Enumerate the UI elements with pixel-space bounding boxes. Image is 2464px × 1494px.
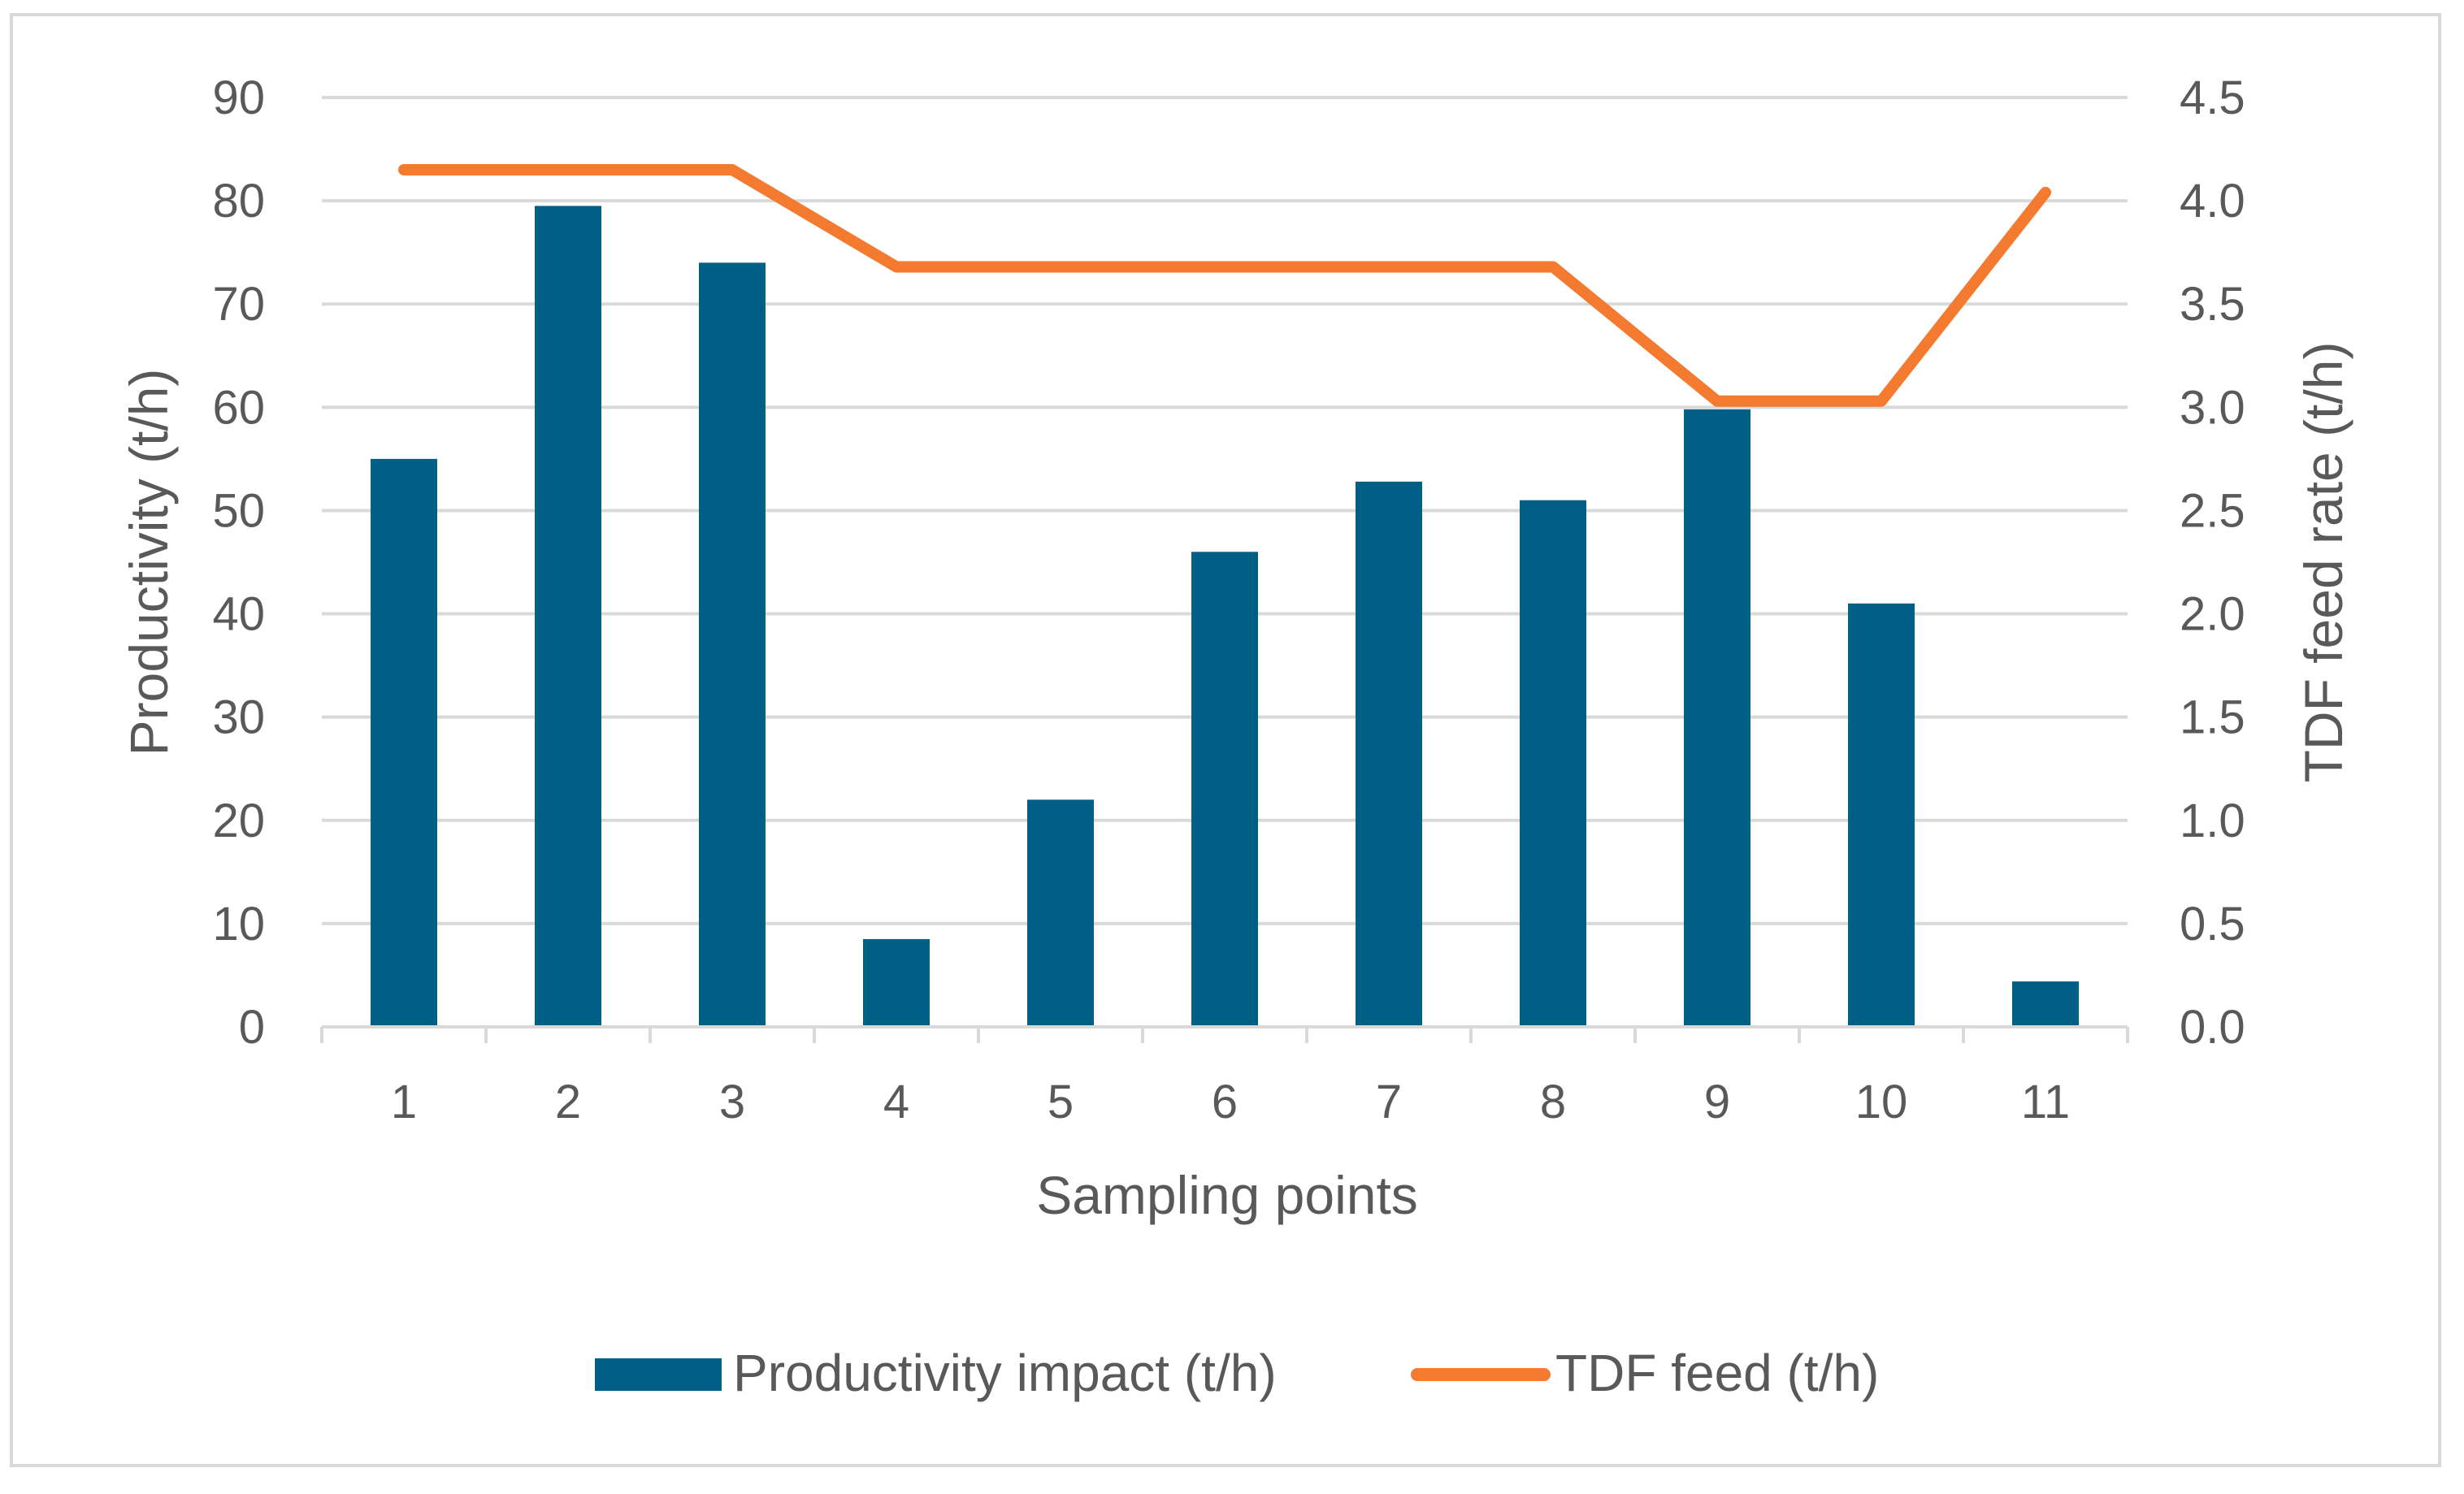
x-axis-ticks: 1 2 3 4 5 6 7 8 9 10 11: [391, 1076, 2070, 1128]
y2-tick-label: 2.0: [2180, 588, 2245, 641]
y-tick-label: 40: [212, 588, 265, 641]
y2-tick-label: 4.0: [2180, 175, 2245, 227]
bar: [1848, 603, 1915, 1027]
x-axis: [320, 1025, 2129, 1043]
y-tick-label: 70: [212, 278, 265, 331]
y-axis-title: Productivity (t/h): [119, 369, 179, 756]
y-tick-label: 50: [212, 484, 265, 537]
x-tick-label: 10: [1855, 1076, 1908, 1128]
bar: [1356, 481, 1422, 1027]
bar-series: [371, 206, 2079, 1027]
x-tick-label: 2: [555, 1076, 581, 1128]
x-tick-label: 5: [1048, 1076, 1074, 1128]
bar: [1520, 500, 1586, 1027]
y-tick-label: 60: [212, 381, 265, 434]
x-tick-label: 4: [883, 1076, 909, 1128]
x-tick-label: 8: [1540, 1076, 1566, 1128]
y2-tick-label: 0.5: [2180, 898, 2245, 951]
bar: [371, 458, 437, 1027]
y2-tick-label: 1.5: [2180, 691, 2245, 744]
y-axis-right: 0.0 0.5 1.0 1.5 2.0 2.5 3.0 3.5 4.0 4.5: [2180, 71, 2245, 1054]
legend-bar-label: Productivity impact (t/h): [733, 1344, 1277, 1402]
chart: 0 10 20 30 40 50 60 70 80 90 0.0 0.5 1.0 1.5 2.0 2.5 3.…: [119, 71, 2353, 1402]
line-series-path: [398, 163, 2051, 407]
bar: [2012, 981, 2079, 1027]
y-tick-label: 30: [212, 691, 265, 744]
y2-tick-label: 3.5: [2180, 278, 2245, 331]
gridlines: [322, 96, 2128, 925]
x-tick-label: 7: [1376, 1076, 1402, 1128]
y-tick-label: 10: [212, 898, 265, 951]
legend-line-label: TDF feed (t/h): [1555, 1344, 1879, 1402]
y2-tick-label: 0.0: [2180, 1001, 2245, 1054]
bar: [1684, 409, 1750, 1027]
y2-tick-label: 1.0: [2180, 795, 2245, 847]
bar: [535, 206, 601, 1027]
y2-axis-title: TDF feed rate (t/h): [2293, 342, 2353, 783]
chart-frame: 0 10 20 30 40 50 60 70 80 90 0.0 0.5 1.0 1.5 2.0 2.5 3.…: [10, 13, 2441, 1467]
bar: [1027, 799, 1094, 1027]
x-tick-label: 9: [1704, 1076, 1730, 1128]
x-tick-label: 6: [1212, 1076, 1238, 1128]
y2-tick-label: 4.5: [2180, 71, 2245, 124]
legend-bar-swatch: [595, 1358, 722, 1391]
x-tick-label: 1: [391, 1076, 417, 1128]
x-tick-label: 3: [719, 1076, 745, 1128]
y-tick-label: 80: [212, 175, 265, 227]
bar: [699, 262, 766, 1027]
y2-tick-label: 2.5: [2180, 484, 2245, 537]
line-series: [398, 163, 2051, 407]
bar: [1191, 552, 1258, 1027]
x-axis-title: Sampling points: [1036, 1165, 1418, 1225]
y2-tick-label: 3.0: [2180, 381, 2245, 434]
legend: Productivity impact (t/h) TDF feed (t/h): [595, 1344, 1879, 1402]
x-tick-label: 11: [2021, 1076, 2070, 1128]
y-tick-label: 90: [212, 71, 265, 124]
bar: [863, 938, 930, 1027]
y-tick-label: 20: [212, 795, 265, 847]
y-axis-left: 0 10 20 30 40 50 60 70 80 90: [212, 71, 265, 1054]
y-tick-label: 0: [239, 1001, 265, 1054]
